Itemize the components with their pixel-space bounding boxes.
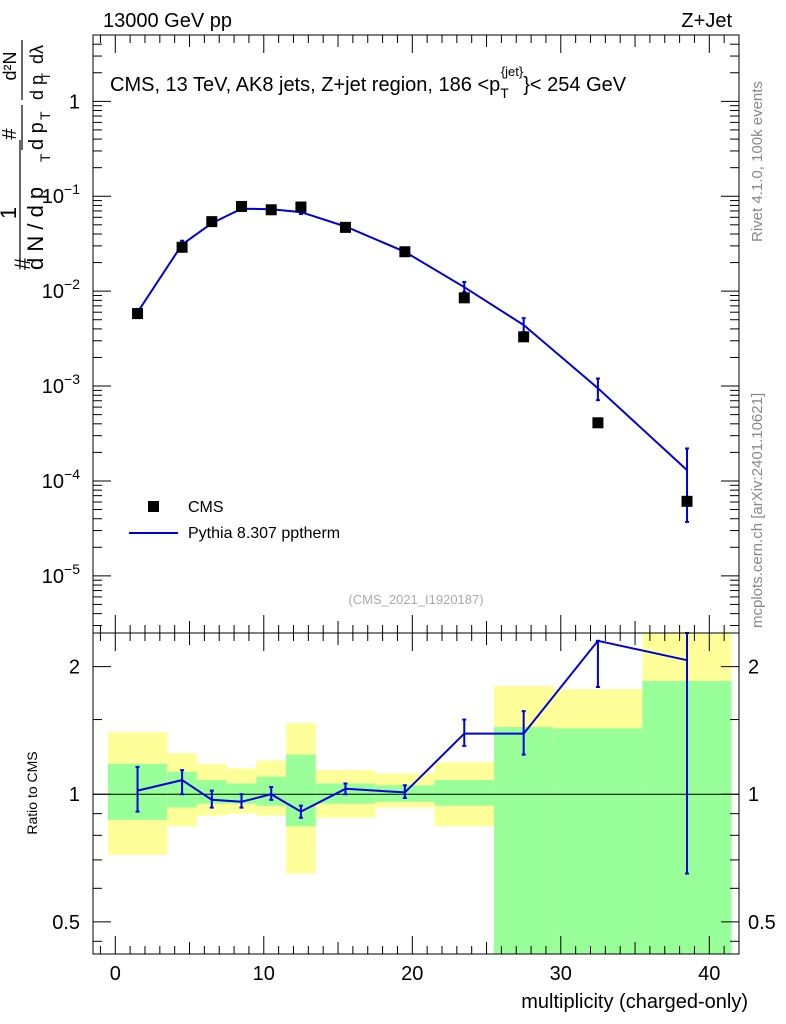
y-tick-base: 1	[69, 91, 80, 113]
ratio-plot-area	[93, 632, 739, 954]
y-tick-base: 10	[42, 471, 64, 493]
y-tick-exp: −1	[64, 181, 80, 197]
y-tick-label: 10−5	[42, 561, 80, 588]
cms-point	[681, 495, 693, 507]
ylabel-frac3-num: d²N	[0, 51, 20, 80]
ratio-y-label: Ratio to CMS	[24, 751, 40, 834]
main-panel: 110−110−210−310−410−5 CMS, 13 TeV, AK8 j…	[0, 34, 740, 634]
legend-cms-marker	[148, 501, 159, 512]
y-tick-label: 10−3	[42, 371, 80, 398]
y-tick-exp: −4	[64, 466, 80, 482]
cms-point	[295, 201, 307, 213]
main-title: CMS, 13 TeV, AK8 jets, Z+jet region, 186…	[110, 64, 627, 101]
legend: CMS Pythia 8.307 pptherm	[129, 499, 340, 542]
ylabel-frac2-den: d p	[26, 122, 48, 150]
legend-cms-label: CMS	[188, 499, 224, 516]
ratio-tick-labels: 0.5 0.51 12 20 10 20 30 40	[52, 657, 776, 985]
cms-point	[518, 331, 530, 343]
y-tick-label: 10−4	[42, 466, 80, 493]
analysis-watermark: (CMS_2021_I1920187)	[348, 592, 483, 607]
ylabel-frac3-den: d p	[27, 75, 47, 100]
y-tick-base: 10	[42, 376, 64, 398]
ratio-panel: 0.5 0.51 12 20 10 20 30 40 Ratio to CMS multipl…	[24, 632, 776, 1013]
header-left: 13000 GeV pp	[103, 10, 232, 32]
cms-point	[176, 241, 188, 253]
ylabel-sub-t2: T	[37, 111, 53, 120]
title-pre: CMS, 13 TeV, AK8 jets, Z+jet region, 186…	[110, 74, 500, 96]
ratio-y-tick-label: 1	[69, 784, 80, 806]
cms-point	[339, 221, 351, 233]
x-axis-label: multiplicity (charged-only)	[521, 991, 748, 1013]
cms-point	[458, 292, 470, 304]
main-y-label: # 1 d N / d p T # d p T d²N d p T dλ	[0, 40, 53, 270]
x-tick-label: 0	[110, 963, 121, 985]
ratio-line	[137, 639, 688, 813]
mc-line	[136, 207, 688, 471]
title-post: }< 254 GeV	[523, 74, 627, 96]
legend-mc-label: Pythia 8.307 pptherm	[188, 525, 340, 542]
ratio-y-tick-label: 2	[69, 657, 80, 679]
ratio-y-tick-label-right: 2	[748, 657, 759, 679]
rivet-label: Rivet 4.1.0, 100k events	[749, 81, 766, 242]
main-ticks	[93, 34, 739, 633]
y-tick-label: 1	[69, 91, 80, 113]
main-plot-area	[132, 200, 693, 523]
cms-point	[206, 216, 218, 228]
y-tick-label: 10−2	[42, 276, 80, 303]
x-tick-label: 40	[698, 963, 720, 985]
y-tick-exp: −2	[64, 276, 80, 292]
ratio-ticks	[93, 633, 739, 954]
x-tick-label: 10	[253, 963, 275, 985]
y-tick-base: 10	[42, 186, 64, 208]
band-68	[434, 780, 494, 806]
cms-point	[592, 417, 604, 429]
band-68	[553, 728, 643, 954]
ylabel-frac2-num: #	[0, 128, 21, 140]
y-tick-base: 10	[42, 566, 64, 588]
ratio-y-tick-label-right: 0.5	[748, 912, 776, 934]
ylabel-sub-t1: T	[37, 153, 53, 162]
x-tick-label: 20	[401, 963, 423, 985]
cms-point	[265, 204, 277, 216]
cms-point	[399, 246, 411, 258]
title-sub: T	[500, 85, 509, 101]
mcplots-label: mcplots.cern.ch [arXiv:2401.10621]	[749, 393, 766, 628]
ylabel-frac1-den: d N / d p	[23, 187, 48, 270]
y-tick-label: 10−1	[42, 181, 80, 208]
ratio-frame	[92, 632, 740, 955]
x-tick-label: 30	[550, 963, 572, 985]
y-tick-exp: −3	[64, 371, 80, 387]
cms-point	[236, 200, 248, 212]
y-tick-exp: −5	[64, 561, 80, 577]
ratio-y-tick-label: 0.5	[52, 912, 80, 934]
ylabel-frac1-num: 1	[0, 207, 21, 219]
y-tick-base: 10	[42, 281, 64, 303]
band-68	[493, 727, 554, 954]
title-sup: {jet}	[501, 64, 524, 79]
main-y-tick-labels: 110−110−210−310−410−5	[42, 91, 80, 588]
header-right: Z+Jet	[681, 10, 732, 32]
ylabel-sub-t3: T	[39, 72, 53, 80]
ratio-y-tick-label-right: 1	[748, 784, 759, 806]
ylabel-prefix: #	[10, 257, 35, 270]
cms-point	[132, 308, 144, 320]
ylabel-lambda: dλ	[27, 45, 47, 64]
main-frame	[92, 34, 740, 634]
